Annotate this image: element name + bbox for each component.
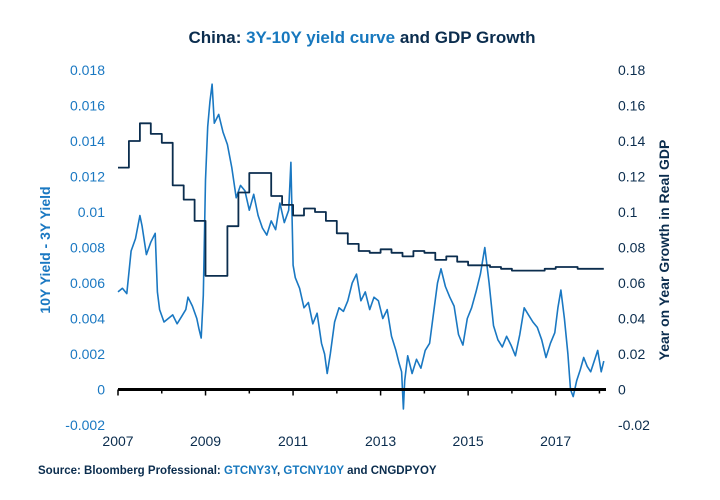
gdp-growth-series-line — [118, 122, 604, 277]
x-tick-label: 2009 — [190, 433, 221, 449]
y-right-tick-label: 0.16 — [618, 98, 645, 114]
source-suffix: and CNGDPYOY — [344, 465, 437, 477]
source-link-gtcny10y[interactable]: GTCNY10Y — [283, 465, 344, 477]
chart-title-part-1: China: — [188, 28, 246, 47]
y-right-tick-label: 0.18 — [618, 62, 645, 78]
y-left-tick-label: 0.006 — [70, 275, 105, 291]
x-ticks: 2007 2009 2011 2013 2015 2017 — [102, 433, 571, 449]
y-axis-left-label: 10Y Yield - 3Y Yield — [37, 186, 53, 313]
plot-area — [117, 83, 606, 410]
y-right-tick-label: 0.02 — [618, 346, 645, 362]
source-separator: , — [277, 465, 283, 477]
x-tick-label: 2015 — [453, 433, 484, 449]
y-right-tick-label: 0.14 — [618, 133, 645, 149]
x-tick-label: 2017 — [540, 433, 571, 449]
chart-title-part-3: and GDP Growth — [395, 28, 535, 47]
y-left-tick-label: 0.012 — [70, 169, 105, 185]
y-left-tick-label: 0.016 — [70, 98, 105, 114]
y-left-tick-label: 0.004 — [70, 311, 105, 327]
y-right-tick-label: 0.06 — [618, 275, 645, 291]
y-right-tick-label: 0.1 — [618, 204, 638, 220]
y-left-ticks: 0.018 0.016 0.014 0.012 0.01 0.008 0.006 0.004 0… — [65, 62, 105, 433]
source-prefix: Source: Bloomberg Professional: — [38, 465, 224, 477]
y-right-tick-label: 0.08 — [618, 240, 645, 256]
y-left-tick-label: -0.002 — [65, 417, 105, 433]
y-left-tick-label: 0.018 — [70, 62, 105, 78]
y-left-tick-label: 0 — [97, 382, 105, 398]
x-tick-label: 2013 — [365, 433, 396, 449]
chart-title-part-2: 3Y-10Y yield curve — [246, 28, 395, 47]
source-link-gtcny3y[interactable]: GTCNY3Y — [224, 465, 279, 477]
y-left-tick-label: 0.002 — [70, 346, 105, 362]
chart-title: China: 3Y-10Y yield curve and GDP Growth — [188, 28, 535, 47]
y-right-tick-label: 0 — [618, 382, 626, 398]
x-tick-label: 2011 — [278, 433, 308, 449]
y-right-tick-label: 0.04 — [618, 311, 645, 327]
y-left-tick-label: 0.008 — [70, 240, 105, 256]
x-tick-label: 2007 — [102, 433, 133, 449]
yield-curve-series-line — [117, 83, 605, 410]
y-right-tick-label: -0.02 — [618, 417, 650, 433]
y-right-tick-label: 0.12 — [618, 169, 645, 185]
y-left-tick-label: 0.01 — [78, 204, 105, 220]
y-axis-right-label: Year on Year Growth in Real GDP — [656, 140, 672, 361]
y-left-tick-label: 0.014 — [70, 133, 105, 149]
y-right-ticks: 0.18 0.16 0.14 0.12 0.1 0.08 0.06 0.04 0.02 0 -0.0… — [618, 62, 650, 433]
source-note: Source: Bloomberg Professional: GTCNY3Y,… — [38, 465, 437, 477]
